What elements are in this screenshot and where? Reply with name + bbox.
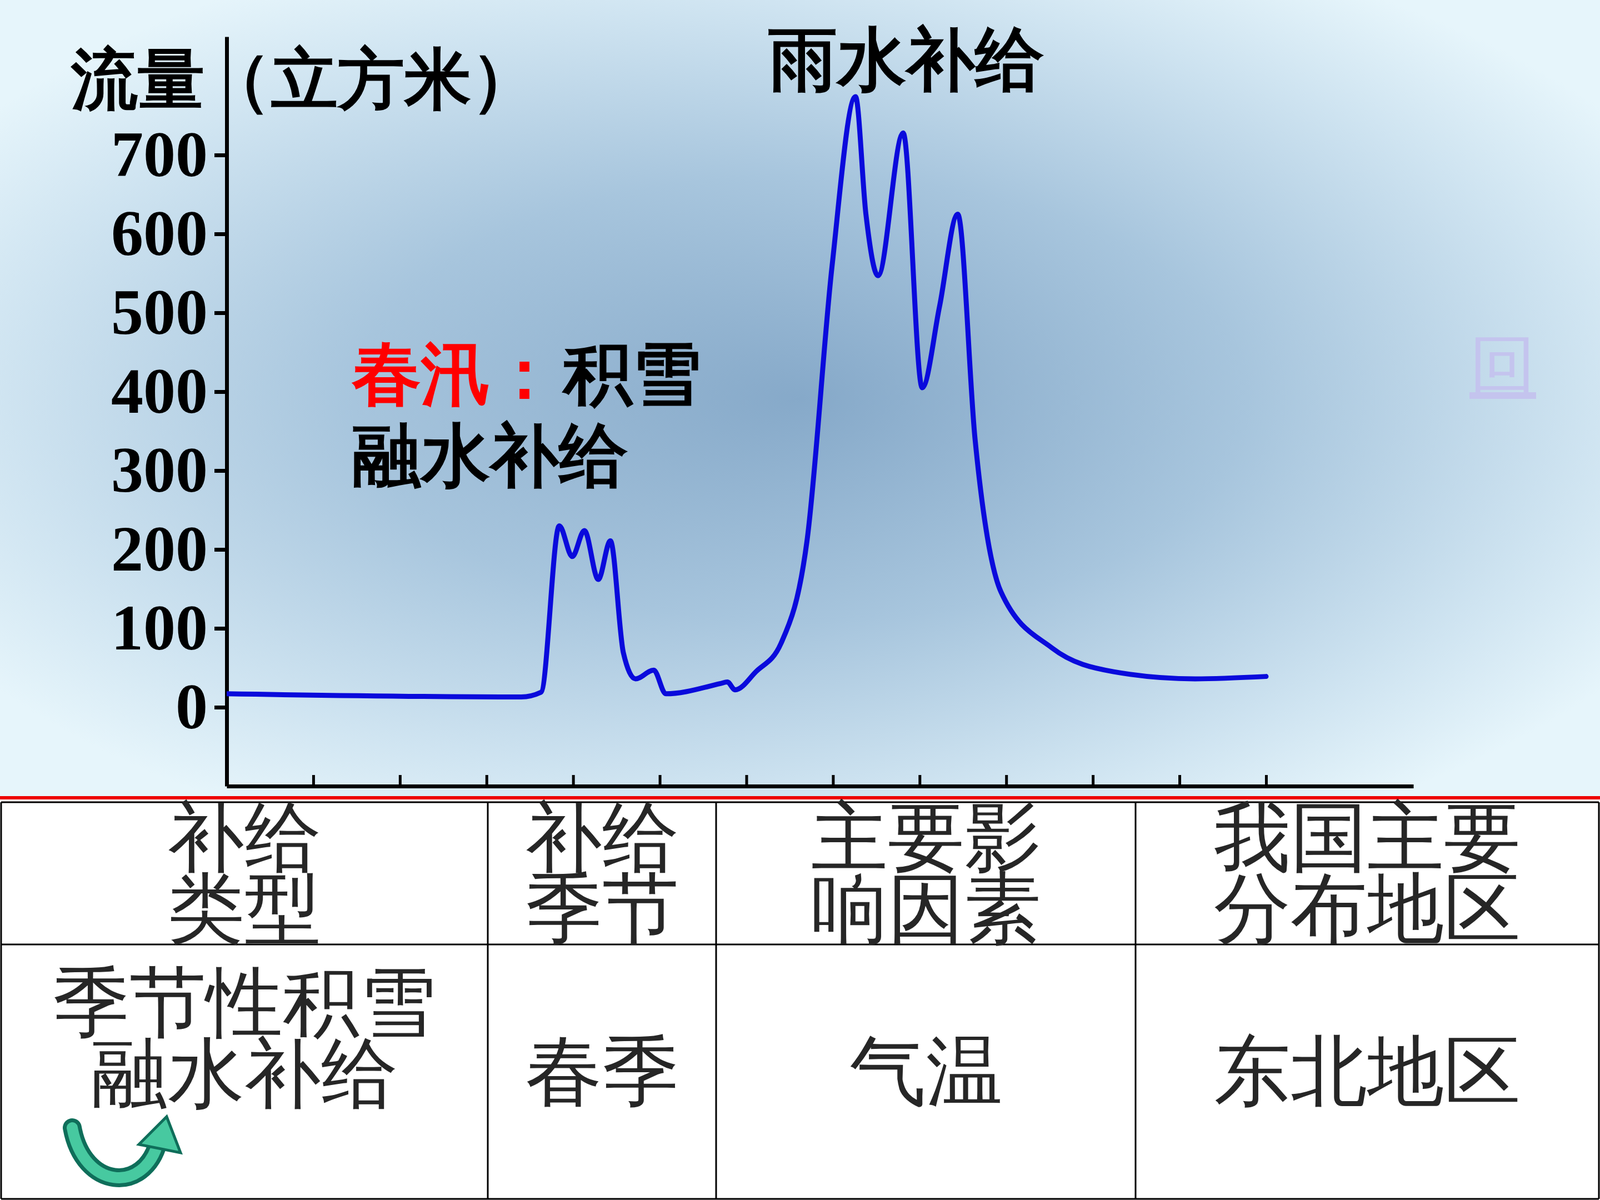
x-tick-mark: [1178, 775, 1182, 787]
y-tick-mark: [214, 232, 227, 237]
table-header: 主要影响因素: [811, 795, 1042, 952]
x-tick-mark: [312, 775, 315, 787]
y-axis-line: [225, 37, 229, 787]
y-tick-mark: [214, 390, 227, 394]
annotation: 积雪融水补给: [352, 335, 702, 494]
x-tick-mark: [831, 775, 835, 787]
y-tick-label: 0: [175, 671, 208, 743]
x-tick: [746, 775, 747, 787]
y-tick-label: 200: [111, 513, 208, 585]
y-axis: 0100200300400500600700: [111, 37, 228, 787]
annotation: 雨水补给: [767, 21, 1045, 98]
y-tick: 400: [111, 355, 227, 427]
table-rule: [487, 802, 489, 1199]
x-tick: [573, 775, 574, 787]
table-rule: [0, 802, 3, 1199]
y-tick: 0: [175, 671, 227, 743]
table-rule: [1135, 802, 1137, 1199]
y-tick-label: 400: [111, 355, 208, 427]
x-tick: [313, 775, 314, 787]
y-tick: 700: [111, 118, 227, 190]
x-tick: [1179, 775, 1180, 787]
y-tick: 200: [111, 513, 227, 585]
table-header: 我国主要分布地区: [1213, 795, 1521, 952]
table-cell: 东北地区: [1213, 1029, 1521, 1115]
arrow-body: [72, 1127, 159, 1178]
table-cell-line: 东北地区: [1213, 1029, 1521, 1115]
table-cell-line: 融水补给: [91, 1031, 398, 1117]
table: 补给类型 补给季节主要影响因素 我国主要分布地区季节性积雪融水补给 春季 气温 东北地区: [0, 795, 1600, 1200]
x-tick: [400, 775, 401, 787]
arrow-body-outline: [72, 1127, 159, 1178]
y-tick-label: 700: [111, 118, 208, 190]
x-tick-mark: [745, 775, 748, 787]
x-tick: [832, 775, 834, 787]
table-rule: [1, 1198, 1599, 1200]
x-tick-mark: [398, 775, 402, 787]
y-tick: 600: [111, 197, 227, 269]
y-tick-mark: [214, 153, 227, 158]
table-cell-line: 气温: [849, 1029, 1003, 1115]
arrow-head: [138, 1116, 181, 1153]
nav-link[interactable]: 回: [1469, 328, 1537, 403]
table-header: 补给季节: [525, 795, 679, 952]
x-tick-mark: [485, 775, 489, 787]
y-tick-label: 600: [111, 197, 208, 269]
arrow-icon: [72, 1116, 181, 1178]
y-tick-label: 500: [111, 276, 208, 348]
flow-line: [226, 96, 1267, 698]
y-tick-label: 100: [111, 592, 208, 664]
table-rule: [715, 802, 718, 1199]
x-tick-mark: [918, 775, 922, 787]
table-header-line: 响因素: [811, 866, 1042, 952]
annotation-line: 积雪: [561, 335, 702, 413]
table-header-line: 分布地区: [1213, 866, 1521, 952]
y-tick: 500: [111, 276, 227, 348]
x-tick: [486, 775, 488, 787]
table-rule: [1598, 802, 1600, 1199]
y-tick: 100: [111, 592, 227, 664]
y-tick-mark: [214, 311, 227, 315]
table-header-line: 季节: [525, 866, 679, 952]
x-tick: [919, 775, 920, 787]
annotation-highlight: 春汛：: [351, 335, 559, 413]
x-tick-mark: [1091, 775, 1095, 787]
x-tick-mark: [1005, 775, 1008, 787]
annotation-line: 融水补给: [352, 417, 629, 494]
table-cell: 气温: [849, 1029, 1003, 1115]
x-tick: [1092, 775, 1094, 787]
table-header: 补给类型: [167, 795, 322, 952]
y-axis-title: 流量（立方米）: [70, 42, 538, 117]
y-tick-mark: [214, 705, 227, 710]
table-cell-line: 春季: [525, 1029, 679, 1115]
y-tick-label: 300: [111, 434, 208, 506]
plot-area: [226, 96, 1267, 698]
x-tick: [1266, 775, 1267, 787]
table-cell: 春季: [525, 1029, 679, 1115]
x-tick-mark: [1265, 775, 1268, 787]
x-tick: [660, 775, 661, 787]
background: [0, 0, 1600, 798]
table-cell: 季节性积雪融水补给: [52, 960, 437, 1117]
table-header-line: 类型: [167, 866, 322, 952]
y-tick: 300: [111, 434, 227, 506]
slide: 0100200300400500600700流量（立方米）雨水补给春汛：积雪融水…: [0, 0, 1600, 1200]
x-axis-line: [227, 784, 1414, 789]
y-tick-mark: [214, 547, 227, 552]
y-tick-mark: [214, 626, 227, 631]
x-tick: [1006, 775, 1007, 787]
x-axis: [227, 775, 1414, 787]
x-tick-mark: [658, 775, 662, 787]
y-tick-mark: [214, 468, 227, 473]
x-tick-mark: [572, 775, 575, 787]
